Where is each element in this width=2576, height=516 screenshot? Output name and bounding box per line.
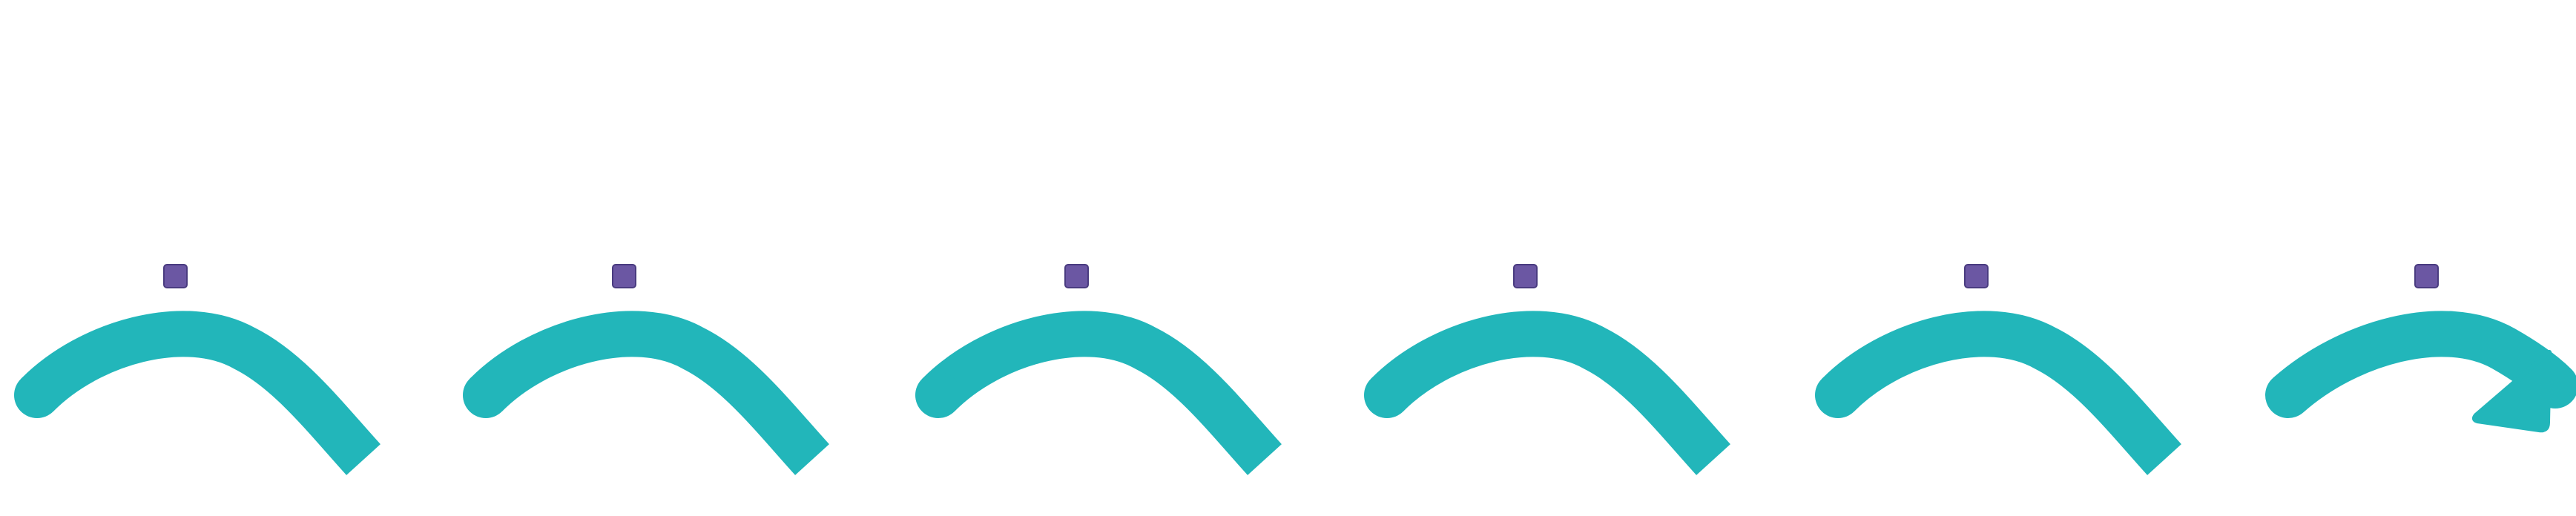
curved-stroke-icon [20,311,381,475]
frame-1 [14,264,417,516]
stroke-start-cap [915,372,961,418]
curved-stroke-icon [921,311,1282,475]
square-marker-icon [163,264,188,288]
frame-5 [1815,264,2218,516]
stroke-tail-notch [1690,466,1767,516]
square-marker-icon [2414,264,2439,288]
square-marker-icon [612,264,636,288]
stroke-tail-notch [340,466,417,516]
frame-3 [915,264,1318,516]
stroke-tail-notch [1241,466,1318,516]
frame-2 [463,264,866,516]
curved-stroke-icon [1821,311,2181,475]
stroke-tail-notch [788,466,866,516]
stroke-start-cap [1364,372,1410,418]
stroke-start-cap [463,372,509,418]
frame-4 [1364,264,1767,516]
stroke-start-cap [14,372,60,418]
stroke-start-cap [1815,372,1861,418]
stroke-tail-notch [2141,466,2218,516]
curved-stroke-icon [1370,311,1730,475]
arrowhead-icon [2471,350,2552,433]
curved-stroke-icon [469,311,829,475]
frames-layer [14,264,2576,516]
square-marker-icon [1513,264,1538,288]
square-marker-icon [1064,264,1089,288]
square-marker-icon [1964,264,1989,288]
frame-6 [2265,264,2576,433]
